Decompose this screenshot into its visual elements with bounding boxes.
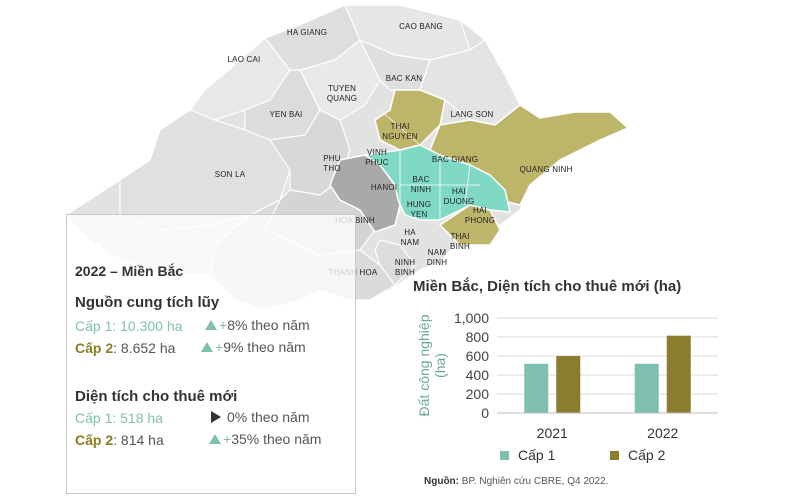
bar-grade1-2021 xyxy=(524,363,549,413)
province-label-ha-giang: HA GIANG xyxy=(286,28,328,37)
y-axis-label: Đất công nghiệp xyxy=(416,314,432,416)
plus-sign: + xyxy=(223,431,232,447)
trend-text: 9% theo năm xyxy=(223,339,306,355)
grade2-label: Cấp 2 xyxy=(75,432,114,448)
legend-label: Cấp 1 xyxy=(518,447,556,463)
y-tick-label: 0 xyxy=(481,405,489,421)
y-tick-label: 1,000 xyxy=(454,310,489,326)
grade2-value: : 8.652 ha xyxy=(113,340,176,356)
province-label-cao-bang: CAO BANG xyxy=(399,22,443,31)
legend-swatch xyxy=(610,451,619,460)
border-line xyxy=(464,164,471,206)
triangle-up-icon xyxy=(205,320,217,330)
region-grade1-cluster xyxy=(362,144,511,221)
province-label-bac-kan: BAC KAN xyxy=(385,74,423,83)
bar-grade2-2021 xyxy=(556,356,581,413)
triangle-right-icon xyxy=(211,411,221,423)
region-ninh-binh xyxy=(374,239,416,286)
bar-grade2-2022 xyxy=(666,335,691,413)
province-label-nam-dinh: NAM DINH xyxy=(426,248,448,267)
supply-grade1-trend: +8% theo năm xyxy=(205,317,310,333)
province-label-son-la: SON LA xyxy=(214,170,246,179)
supply-grade1: Cấp 1: 10.300 ha xyxy=(75,318,183,334)
province-label-bac-giang: BAC GIANG xyxy=(431,155,479,164)
source-text: BP. Nghiên cứu CBRE, Q4 2022. xyxy=(461,476,609,487)
supply-grade2-trend: +9% theo năm xyxy=(201,339,306,355)
y-tick-label: 800 xyxy=(466,329,490,345)
border-line xyxy=(379,109,421,146)
province-label-bac-ninh: BAC NINH xyxy=(410,175,432,194)
province-label-lao-cai: LAO CAI xyxy=(227,55,261,64)
province-borders xyxy=(379,109,480,220)
province-label-thai-binh: THAI BINH xyxy=(450,232,470,251)
supply-heading: Nguồn cung tích lũy xyxy=(75,294,220,311)
supply-grade2: Cấp 2: 8.652 ha xyxy=(75,340,175,356)
bar-grade1-2022 xyxy=(634,363,659,413)
province-label-ninh-binh: NINH BINH xyxy=(394,258,416,277)
y-tick-label: 600 xyxy=(466,348,490,364)
province-label-hung-yen: HUNG YEN xyxy=(406,200,432,219)
province-label-phu-tho: PHU THO xyxy=(323,154,341,173)
triangle-up-icon xyxy=(209,434,221,444)
new-lease-grade2-trend: +35% theo năm xyxy=(209,431,321,447)
new-lease-grade2: Cấp 2: 814 ha xyxy=(75,432,164,448)
y-tick-label: 200 xyxy=(466,386,490,402)
province-label-thai-nguyen: THAI NGUYEN xyxy=(382,122,418,141)
province-label-hai-duong: HAI DUONG xyxy=(443,187,475,206)
province-label-lang-son: LANG SON xyxy=(450,110,494,119)
new-lease-heading: Diện tích cho thuê mới xyxy=(75,388,238,405)
y-tick-label: 400 xyxy=(466,367,490,383)
grade2-value: : 814 ha xyxy=(113,432,164,448)
y-axis-label: (ha) xyxy=(432,353,448,378)
source-note: Nguồn: BP. Nghiên cứu CBRE, Q4 2022. xyxy=(424,476,608,487)
x-tick-label: 2021 xyxy=(537,425,568,441)
province-label-vinh-phuc: VINH PHUC xyxy=(365,148,389,167)
trend-text: 8% theo năm xyxy=(227,317,310,333)
bar-chart: 0 200 400 600 800 1,000 Đất công nghiệp (ha) 202… xyxy=(416,310,718,463)
plus-sign: + xyxy=(219,317,228,333)
province-label-yen-bai: YEN BAI xyxy=(269,110,303,119)
source-label: Nguồn: xyxy=(424,476,459,487)
new-lease-grade1: Cấp 1: 518 ha xyxy=(75,410,163,426)
info-panel: 2022 – Miền Bắc Nguồn cung tích lũy Cấp … xyxy=(66,214,356,494)
grade2-label: Cấp 2 xyxy=(75,340,114,356)
legend-label: Cấp 2 xyxy=(628,447,666,463)
x-tick-label: 2022 xyxy=(647,425,678,441)
province-label-hai-phong: HAI PHONG xyxy=(464,206,496,225)
province-label-quang-ninh: QUANG NINH xyxy=(519,165,573,174)
triangle-up-icon xyxy=(201,342,213,352)
province-label-hanoi: HANOI xyxy=(370,183,398,192)
new-lease-grade1-trend: 0% theo năm xyxy=(211,409,310,425)
chart-title: Miền Bắc, Diện tích cho thuê mới (ha) xyxy=(413,278,682,295)
trend-text: 0% theo năm xyxy=(227,409,310,425)
province-label-tuyen-quang: TUYEN QUANG xyxy=(326,84,358,103)
province-label-ha-nam: HA NAM xyxy=(400,228,420,247)
info-title: 2022 – Miền Bắc xyxy=(75,263,184,279)
legend-swatch xyxy=(500,451,509,460)
map-highlight xyxy=(329,89,630,246)
plus-sign: + xyxy=(215,339,224,355)
trend-text: 35% theo năm xyxy=(231,431,322,447)
